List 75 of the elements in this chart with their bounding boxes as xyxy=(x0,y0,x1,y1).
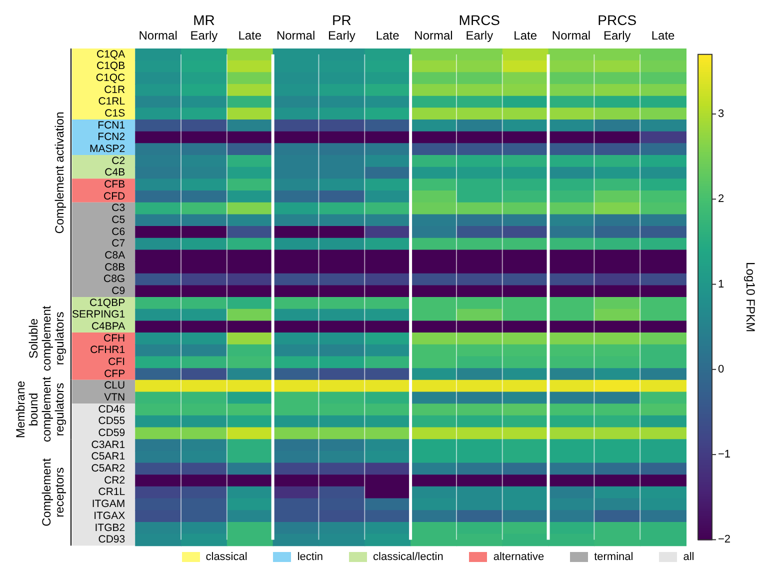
y-tick-label: C1RL xyxy=(98,96,126,108)
y-tick-label: C5 xyxy=(112,214,126,226)
y-tick-label: CFB xyxy=(104,178,126,190)
y-tick-label: C1QB xyxy=(96,60,126,72)
y-tick-label: FCN2 xyxy=(98,131,126,144)
x-tick-label: Normal xyxy=(414,28,453,43)
y-tick-label: C4B xyxy=(104,166,126,179)
color-bar-label: −2 xyxy=(718,534,731,546)
y-tick-label: C1QBP xyxy=(89,296,126,309)
x-tick-label: Late xyxy=(651,28,676,43)
y-tick-label: SERPING1 xyxy=(72,308,126,321)
y-tick-label: C1QA xyxy=(96,48,126,60)
text: Complement activation xyxy=(52,112,66,234)
y-tick-label: C1QC xyxy=(96,72,126,84)
y-tick-label: C3 xyxy=(112,202,126,214)
x-tick-label: Early xyxy=(190,28,218,43)
text: classical/lectin xyxy=(373,551,444,563)
y-tick-label: C4BPA xyxy=(91,320,126,333)
x-tick-label: Late xyxy=(376,28,400,43)
text: PR xyxy=(332,12,352,28)
y-tick-label: CR1L xyxy=(98,486,126,498)
x-tick-label: Early xyxy=(466,28,494,43)
y-tick-label: C8A xyxy=(104,250,126,262)
y-tick-label: C2 xyxy=(112,154,126,167)
x-tick-label: Late xyxy=(514,28,538,43)
color-bar-label: 2 xyxy=(718,193,724,206)
y-tick-label: CFP xyxy=(104,368,126,380)
y-tick-label: ITGAX xyxy=(94,510,126,522)
x-tick-label: Normal xyxy=(276,28,316,43)
y-tick-label: CFH xyxy=(104,332,126,344)
y-tick-label: CFHR1 xyxy=(90,344,126,356)
y-tick-label: C6 xyxy=(112,226,126,238)
text: MR xyxy=(193,12,215,28)
y-tick-label: MASP2 xyxy=(89,142,126,155)
text: Membrane bound complement regulators xyxy=(13,376,66,442)
y-tick-label: VTN xyxy=(104,392,126,404)
y-tick-label: CD59 xyxy=(98,427,126,440)
y-tick-label: CLU xyxy=(104,380,126,392)
y-tick-label: C8B xyxy=(104,261,126,274)
color-bar-title: Log10 FPKM xyxy=(744,262,758,332)
x-tick-label: Early xyxy=(603,28,631,43)
y-tick-label: C5AR1 xyxy=(91,450,126,463)
text: Soluble complement regulators xyxy=(26,305,66,372)
text: terminal xyxy=(594,551,634,563)
y-tick-label: C8G xyxy=(104,273,126,286)
color-bar-label: −1 xyxy=(718,448,731,461)
text: lectin xyxy=(297,551,324,563)
y-tick-label: FCN1 xyxy=(98,119,126,132)
x-tick-label: Normal xyxy=(552,28,591,43)
y-tick-label: CD46 xyxy=(98,403,126,416)
y-tick-label: C9 xyxy=(112,285,126,298)
color-bar-label: 0 xyxy=(718,363,724,376)
y-tick-label: ITGB2 xyxy=(94,522,126,534)
y-tick-label: CD93 xyxy=(98,534,126,546)
x-tick-label: Normal xyxy=(138,28,178,43)
y-tick-label: C1R xyxy=(104,84,126,96)
y-tick-label: CD55 xyxy=(98,415,126,428)
y-tick-label: C3AR1 xyxy=(91,438,126,451)
text: classical xyxy=(206,551,248,563)
y-tick-label: CR2 xyxy=(104,474,126,486)
y-tick-label: C7 xyxy=(112,238,126,250)
text: Complement receptors xyxy=(39,458,66,526)
text: MRCS xyxy=(458,12,500,28)
text: alternative xyxy=(493,551,544,563)
color-bar-label: 3 xyxy=(718,108,724,120)
y-tick-label: CFI xyxy=(108,356,126,368)
y-tick-label: C1S xyxy=(104,107,126,120)
y-tick-label: C5AR2 xyxy=(91,462,126,475)
x-tick-label: Early xyxy=(328,28,356,43)
x-tick-label: Late xyxy=(238,28,262,43)
color-bar-label: 1 xyxy=(718,278,724,290)
text: all xyxy=(683,551,694,563)
text: PRCS xyxy=(598,12,637,28)
y-tick-label: CFD xyxy=(104,190,126,202)
y-tick-label: ITGAM xyxy=(92,498,126,510)
